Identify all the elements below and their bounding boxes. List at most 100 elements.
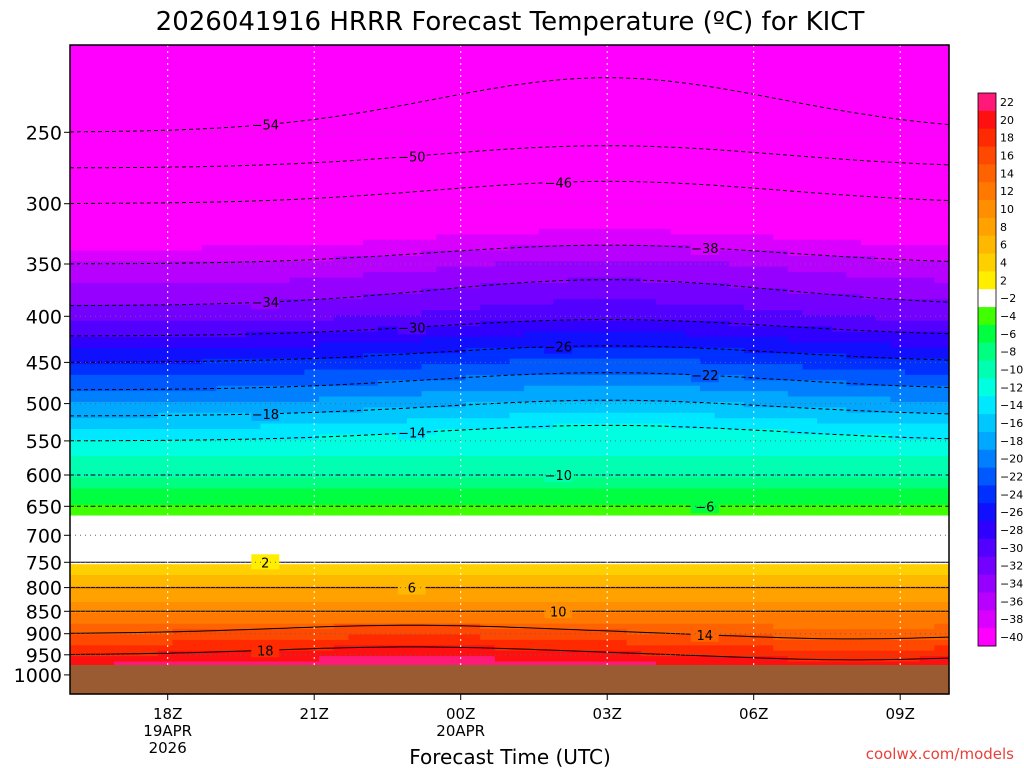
field-cell xyxy=(626,158,642,165)
field-cell xyxy=(641,656,657,663)
field-cell xyxy=(377,82,393,89)
field-cell xyxy=(509,218,525,225)
field-cell xyxy=(128,547,144,554)
field-cell xyxy=(450,569,467,576)
field-cell xyxy=(494,115,511,122)
field-cell xyxy=(319,234,335,241)
field-cell xyxy=(304,466,320,473)
field-cell xyxy=(582,596,598,603)
field-cell xyxy=(157,418,174,425)
field-cell xyxy=(275,477,291,484)
field-cell xyxy=(656,310,672,317)
field-cell xyxy=(392,299,408,306)
field-cell xyxy=(524,612,540,619)
field-cell xyxy=(99,55,115,62)
field-cell xyxy=(201,596,218,603)
field-cell xyxy=(568,580,584,587)
field-cell xyxy=(582,288,598,295)
field-cell xyxy=(436,450,452,457)
field-cell xyxy=(157,575,174,582)
field-cell xyxy=(656,185,672,192)
field-cell xyxy=(304,364,320,371)
field-cell xyxy=(538,585,555,592)
field-cell xyxy=(245,272,262,279)
field-cell xyxy=(348,299,364,306)
field-cell xyxy=(538,250,555,257)
field-cell xyxy=(494,407,511,414)
field-cell xyxy=(377,385,393,392)
field-cell xyxy=(509,575,525,582)
field-cell xyxy=(553,645,569,652)
field-cell xyxy=(157,342,174,349)
field-cell xyxy=(480,407,496,414)
field-cell xyxy=(187,255,203,262)
field-cell xyxy=(99,537,115,544)
field-cell xyxy=(304,407,320,414)
field-cell xyxy=(553,234,569,241)
field-cell xyxy=(348,634,364,641)
field-cell xyxy=(157,520,174,527)
field-cell xyxy=(377,282,393,289)
field-cell xyxy=(524,158,540,165)
field-cell xyxy=(421,558,437,565)
field-cell xyxy=(656,239,672,246)
field-cell xyxy=(392,234,408,241)
field-cell xyxy=(70,542,86,549)
field-cell xyxy=(289,180,305,187)
field-cell xyxy=(113,88,130,95)
field-cell xyxy=(480,412,496,419)
field-cell xyxy=(348,320,364,327)
field-cell xyxy=(348,153,364,160)
field-cell xyxy=(187,515,203,522)
field-cell xyxy=(84,401,100,408)
field-cell xyxy=(538,553,555,560)
field-cell xyxy=(450,228,467,235)
field-cell xyxy=(612,428,628,435)
field-cell xyxy=(568,72,584,79)
field-cell xyxy=(275,407,291,414)
field-cell xyxy=(363,99,379,106)
field-cell xyxy=(172,326,188,333)
field-cell xyxy=(421,250,437,257)
field-cell xyxy=(245,483,262,490)
field-cell xyxy=(465,61,481,68)
field-cell xyxy=(494,618,511,625)
field-cell xyxy=(216,136,232,143)
field-cell xyxy=(289,72,305,79)
field-cell xyxy=(245,488,262,495)
field-cell xyxy=(275,131,291,138)
field-cell xyxy=(450,304,467,311)
field-cell xyxy=(363,282,379,289)
field-cell xyxy=(84,353,100,360)
field-cell xyxy=(304,337,320,344)
field-cell xyxy=(480,55,496,62)
field-cell xyxy=(333,575,349,582)
field-cell xyxy=(363,169,379,176)
field-cell xyxy=(275,174,291,181)
field-cell xyxy=(157,369,174,376)
field-cell xyxy=(319,439,335,446)
field-cell xyxy=(538,315,555,322)
field-cell xyxy=(289,293,305,300)
field-cell xyxy=(392,196,408,203)
field-cell xyxy=(172,591,188,598)
field-cell xyxy=(187,272,203,279)
field-cell xyxy=(480,72,496,79)
field-cell xyxy=(333,558,349,565)
field-cell xyxy=(275,639,291,646)
field-cell xyxy=(392,456,408,463)
field-cell xyxy=(480,358,496,365)
field-cell xyxy=(480,104,496,111)
field-cell xyxy=(641,50,657,57)
field-cell xyxy=(275,488,291,495)
field-cell xyxy=(656,472,672,479)
field-cell xyxy=(143,234,159,241)
field-cell xyxy=(348,585,364,592)
field-cell xyxy=(436,515,452,522)
field-cell xyxy=(670,277,686,284)
field-cell xyxy=(157,239,174,246)
field-cell xyxy=(377,331,393,338)
field-cell xyxy=(421,547,437,554)
field-cell xyxy=(216,72,232,79)
field-cell xyxy=(201,142,218,149)
